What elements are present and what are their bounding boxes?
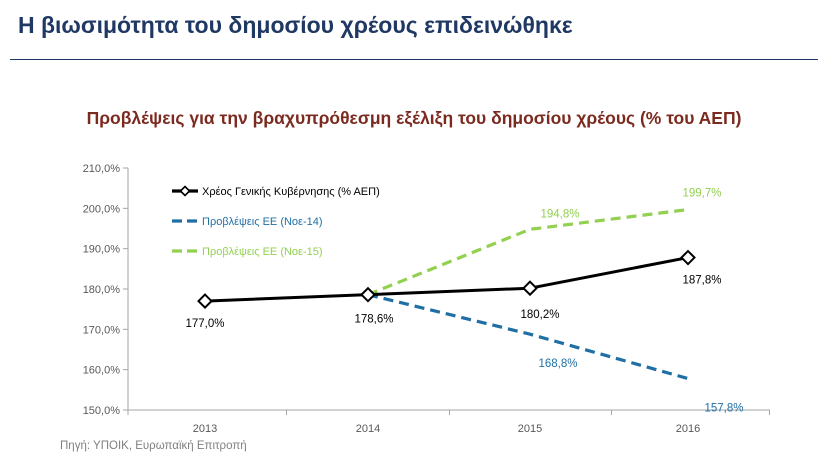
chart-axes: 150,0% 160,0% 170,0% 180,0% 190,0% 200,0% 210,… <box>83 163 770 435</box>
y-tick-label: 190,0% <box>83 244 121 256</box>
data-label: 199,7% <box>682 188 721 200</box>
y-tick-label: 200,0% <box>83 203 121 215</box>
data-label: 194,8% <box>540 208 579 220</box>
data-labels: 177,0% 178,6% 180,2% 187,8% 168,8% 157,8% 194,… <box>185 188 743 415</box>
title-divider <box>10 59 818 60</box>
data-label: 168,8% <box>538 358 577 370</box>
slide-title: Η βιωσιμότητα του δημοσίου χρέους επιδει… <box>18 12 573 38</box>
y-tick-label: 170,0% <box>83 324 121 336</box>
source-note: Πηγή: ΥΠΟΙΚ, Ευρωπαϊκή Επιτροπή <box>60 440 247 452</box>
data-label: 178,6% <box>354 314 393 326</box>
chart-legend: Χρέος Γενικής Κυβέρνησης (% ΑΕΠ) Προβλέψε… <box>172 185 380 258</box>
legend-label-1: Προβλέψεις ΕΕ (Νοε-14) <box>202 216 323 228</box>
series-line-2 <box>367 207 689 297</box>
x-tick-label: 2014 <box>356 423 380 435</box>
series-line-1 <box>367 293 689 381</box>
x-tick-label: 2015 <box>518 423 542 435</box>
series-line-0 <box>204 256 689 303</box>
y-tick-label: 210,0% <box>83 163 121 175</box>
series-markers <box>197 249 696 310</box>
x-tick-label: 2013 <box>193 423 217 435</box>
y-tick-label: 150,0% <box>83 405 121 417</box>
data-point-marker <box>522 280 538 297</box>
data-point-marker <box>680 249 696 266</box>
data-point-marker <box>197 293 213 310</box>
data-label: 187,8% <box>682 275 721 287</box>
legend-label-2: Προβλέψεις ΕΕ (Νοε-15) <box>202 246 323 258</box>
legend-marker <box>179 185 191 197</box>
chart-title: Προβλέψεις για την βραχυπρόθεσμη εξέλιξη… <box>86 108 742 128</box>
y-tick-label: 180,0% <box>83 284 121 296</box>
data-label: 177,0% <box>185 318 224 330</box>
data-label: 157,8% <box>704 403 743 415</box>
legend-label-0: Χρέος Γενικής Κυβέρνησης (% ΑΕΠ) <box>202 186 380 198</box>
series-lines <box>204 207 689 381</box>
data-point-marker <box>360 286 376 303</box>
data-label: 180,2% <box>520 309 559 321</box>
y-tick-label: 160,0% <box>83 365 121 377</box>
x-tick-label: 2016 <box>676 423 700 435</box>
